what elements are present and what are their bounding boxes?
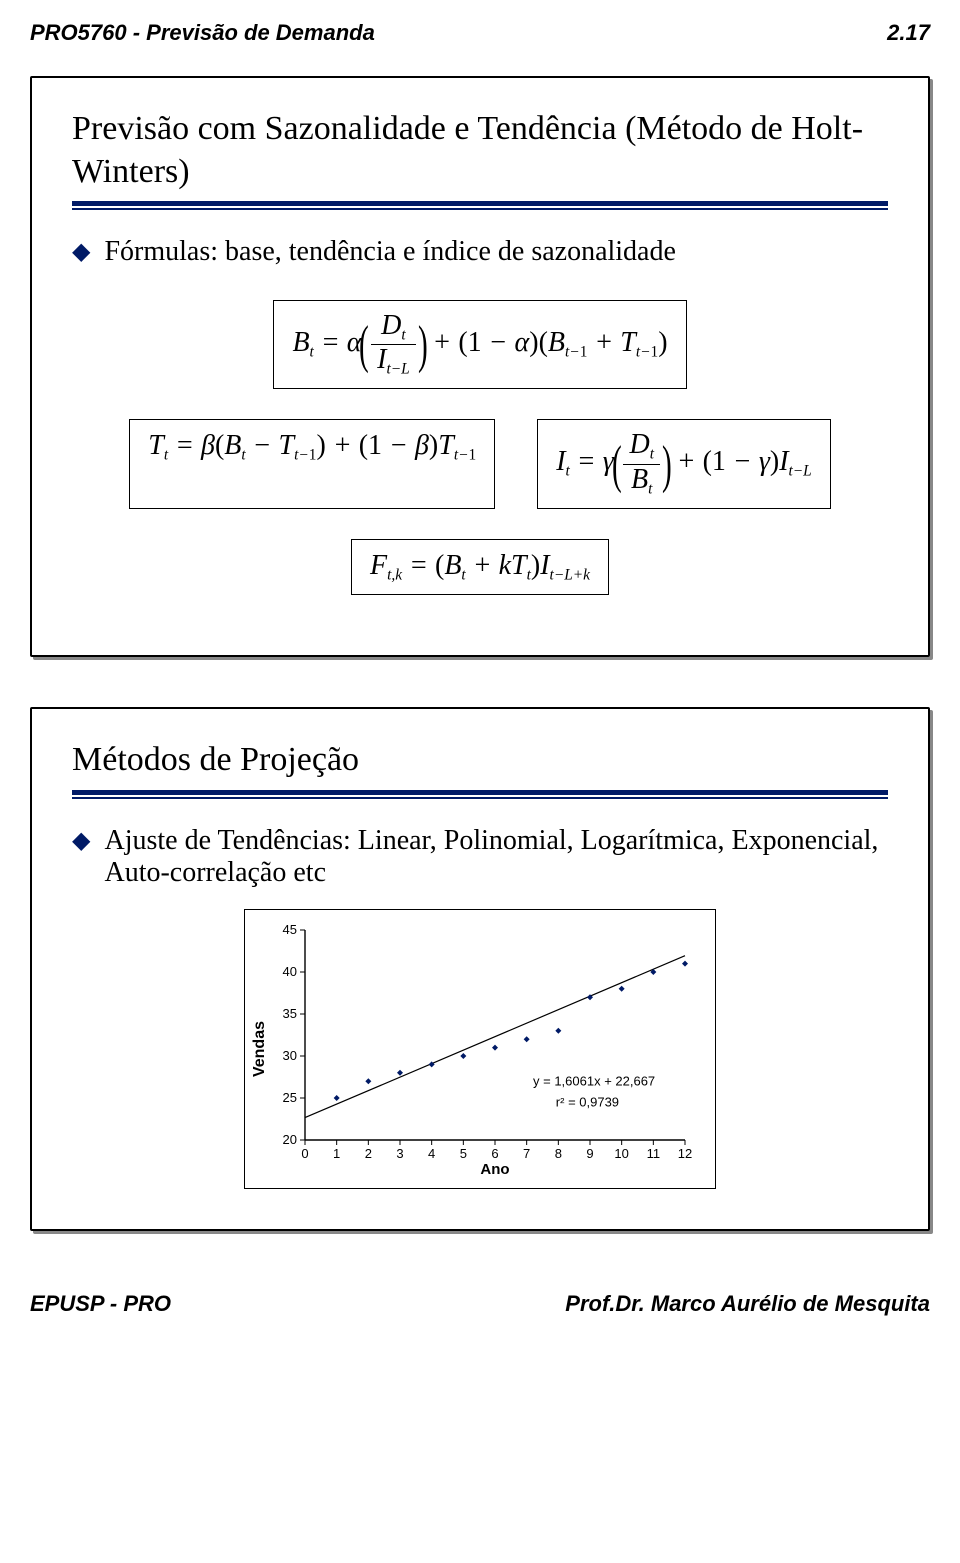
eq-forecast-row: Ft,k = (Bt + kTt)It−L+k xyxy=(72,529,888,605)
footer-right: Prof.Dr. Marco Aurélio de Mesquita xyxy=(565,1291,930,1317)
slide1-bullet-text: Fórmulas: base, tendência e índice de sa… xyxy=(104,236,675,268)
svg-text:25: 25 xyxy=(283,1090,297,1105)
svg-text:30: 30 xyxy=(283,1048,297,1063)
svg-text:1: 1 xyxy=(333,1146,340,1161)
slide-holt-winters: Previsão com Sazonalidade e Tendência (M… xyxy=(30,76,930,657)
eq-trend-index-row: Tt = β(Bt − Tt−1) + (1 − β)Tt−1 It = γ(D… xyxy=(72,409,888,519)
footer-left: EPUSP - PRO xyxy=(30,1291,171,1317)
svg-text:20: 20 xyxy=(283,1132,297,1147)
svg-text:45: 45 xyxy=(283,922,297,937)
diamond-icon: ◆ xyxy=(72,825,90,859)
svg-text:8: 8 xyxy=(555,1146,562,1161)
trend-chart: 2025303540450123456789101112Anoy = 1,606… xyxy=(269,920,695,1178)
slide-projection-methods: Métodos de Projeção ◆ Ajuste de Tendênci… xyxy=(30,707,930,1231)
svg-text:40: 40 xyxy=(283,964,297,979)
chart-y-label: Vendas xyxy=(251,920,269,1178)
svg-text:9: 9 xyxy=(586,1146,593,1161)
svg-text:Ano: Ano xyxy=(480,1161,509,1178)
svg-text:3: 3 xyxy=(396,1146,403,1161)
svg-text:5: 5 xyxy=(460,1146,467,1161)
svg-text:2: 2 xyxy=(365,1146,372,1161)
svg-text:12: 12 xyxy=(678,1146,692,1161)
slide1-rule xyxy=(72,201,888,210)
svg-text:r² = 0,9739: r² = 0,9739 xyxy=(556,1094,619,1109)
header-right: 2.17 xyxy=(887,20,930,46)
svg-text:6: 6 xyxy=(491,1146,498,1161)
svg-text:10: 10 xyxy=(614,1146,628,1161)
eq-forecast: Ft,k = (Bt + kTt)It−L+k xyxy=(351,539,609,595)
svg-text:11: 11 xyxy=(647,1146,661,1161)
slide2-bullet-text: Ajuste de Tendências: Linear, Polinomial… xyxy=(104,825,888,889)
chart-frame: Vendas 2025303540450123456789101112Anoy … xyxy=(244,909,716,1189)
diamond-icon: ◆ xyxy=(72,236,90,270)
svg-text:7: 7 xyxy=(523,1146,530,1161)
svg-text:y = 1,6061x + 22,667: y = 1,6061x + 22,667 xyxy=(533,1073,655,1088)
eq-base: Bt = α(DtIt−L) + (1 − α)(Bt−1 + Tt−1) xyxy=(273,300,686,390)
slide2-title: Métodos de Projeção xyxy=(72,739,888,782)
slide2-bullet: ◆ Ajuste de Tendências: Linear, Polinomi… xyxy=(72,825,888,889)
eq-seasonal-index: It = γ(DtBt) + (1 − γ)It−L xyxy=(537,419,831,509)
slide1-title: Previsão com Sazonalidade e Tendência (M… xyxy=(72,108,888,193)
slide2-rule xyxy=(72,790,888,799)
eq-base-row: Bt = α(DtIt−L) + (1 − α)(Bt−1 + Tt−1) xyxy=(72,290,888,400)
slide1-bullet: ◆ Fórmulas: base, tendência e índice de … xyxy=(72,236,888,270)
svg-text:4: 4 xyxy=(428,1146,435,1161)
svg-text:0: 0 xyxy=(301,1146,308,1161)
eq-trend: Tt = β(Bt − Tt−1) + (1 − β)Tt−1 xyxy=(129,419,495,509)
svg-text:35: 35 xyxy=(283,1006,297,1021)
header-left: PRO5760 - Previsão de Demanda xyxy=(30,20,375,46)
